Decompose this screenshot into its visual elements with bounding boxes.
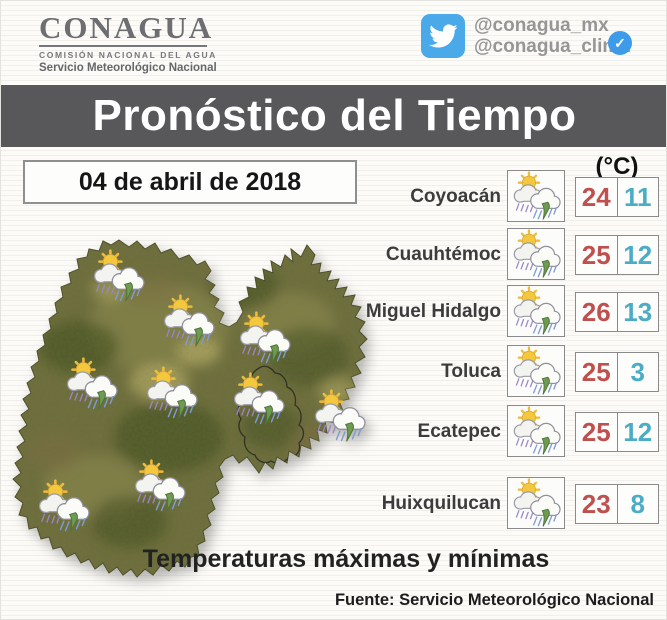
forecast-row: Huixquilucan 23 8 [1,477,666,531]
title-banner: Pronóstico del Tiempo [1,85,666,147]
city-label: Coyoacán [410,186,501,207]
city-label: Cuauhtémoc [385,244,501,265]
min-temp-value: 12 [623,416,653,447]
max-temp-value: 24 [576,178,618,216]
min-temp-value: 3 [630,356,645,387]
forecast-row: Cuauhtémoc 25 12 [1,228,666,282]
sun-clouds-rain-storm-icon [507,405,565,457]
sun-clouds-rain-storm-icon [507,285,565,337]
max-temp-value: 23 [576,485,618,523]
forecast-row: Coyoacán 24 11 [1,170,666,224]
region-map [9,227,381,579]
forecast-row: Toluca 25 3 [1,345,666,399]
forecast-row: Ecatepec 25 12 [1,405,666,459]
max-temp-value: 25 [576,413,618,451]
min-temp-value: 12 [623,239,653,270]
temperature-box: 25 3 [575,352,659,392]
logo-divider [39,45,207,47]
twitter-icon[interactable] [421,14,465,58]
min-temp-value: 11 [624,181,652,212]
twitter-handle-mx[interactable]: @conagua_mx [474,15,609,36]
max-temp-value: 25 [576,236,618,274]
logo-subtitle-2: Servicio Meteorológico Nacional [39,62,217,74]
temperature-box: 26 13 [575,292,659,332]
twitter-block: @conagua_mx @conagua_clima [421,14,630,58]
forecast-row: Miguel Hidalgo 26 13 [1,285,666,339]
temperature-box: 25 12 [575,412,659,452]
page-title: Pronóstico del Tiempo [92,91,577,140]
date-box: 04 de abril de 2018 [23,160,357,204]
city-label: Huixquilucan [381,493,501,514]
twitter-handle-clima[interactable]: @conagua_clima [474,36,630,57]
conagua-logo: CONAGUA COMISIÓN NACIONAL DEL AGUA Servi… [39,10,269,74]
logo-subtitle: COMISIÓN NACIONAL DEL AGUA [39,50,217,60]
min-temp-value: 13 [623,296,653,327]
city-label: Miguel Hidalgo [365,301,501,322]
logo-wordmark: CONAGUA [39,10,214,45]
unit-label: (°C) [595,153,639,180]
sun-clouds-rain-storm-icon [507,477,565,529]
max-temp-value: 25 [576,353,618,391]
sun-clouds-rain-storm-icon [507,170,565,222]
temperature-box: 23 8 [575,484,659,524]
source-caption: Fuente: Servicio Meteorológico Nacional [334,591,654,609]
city-label: Toluca [441,361,501,382]
temperature-box: 24 11 [575,177,659,217]
min-temp-value: 8 [630,488,645,519]
bottom-caption: Temperaturas máximas y mínimas [142,545,550,573]
sun-clouds-rain-storm-icon [507,228,565,280]
sun-clouds-rain-storm-icon [507,345,565,397]
max-temp-value: 26 [576,293,618,331]
city-label: Ecatepec [417,421,501,442]
temperature-box: 25 12 [575,235,659,275]
verified-badge-icon: ✓ [608,31,632,55]
